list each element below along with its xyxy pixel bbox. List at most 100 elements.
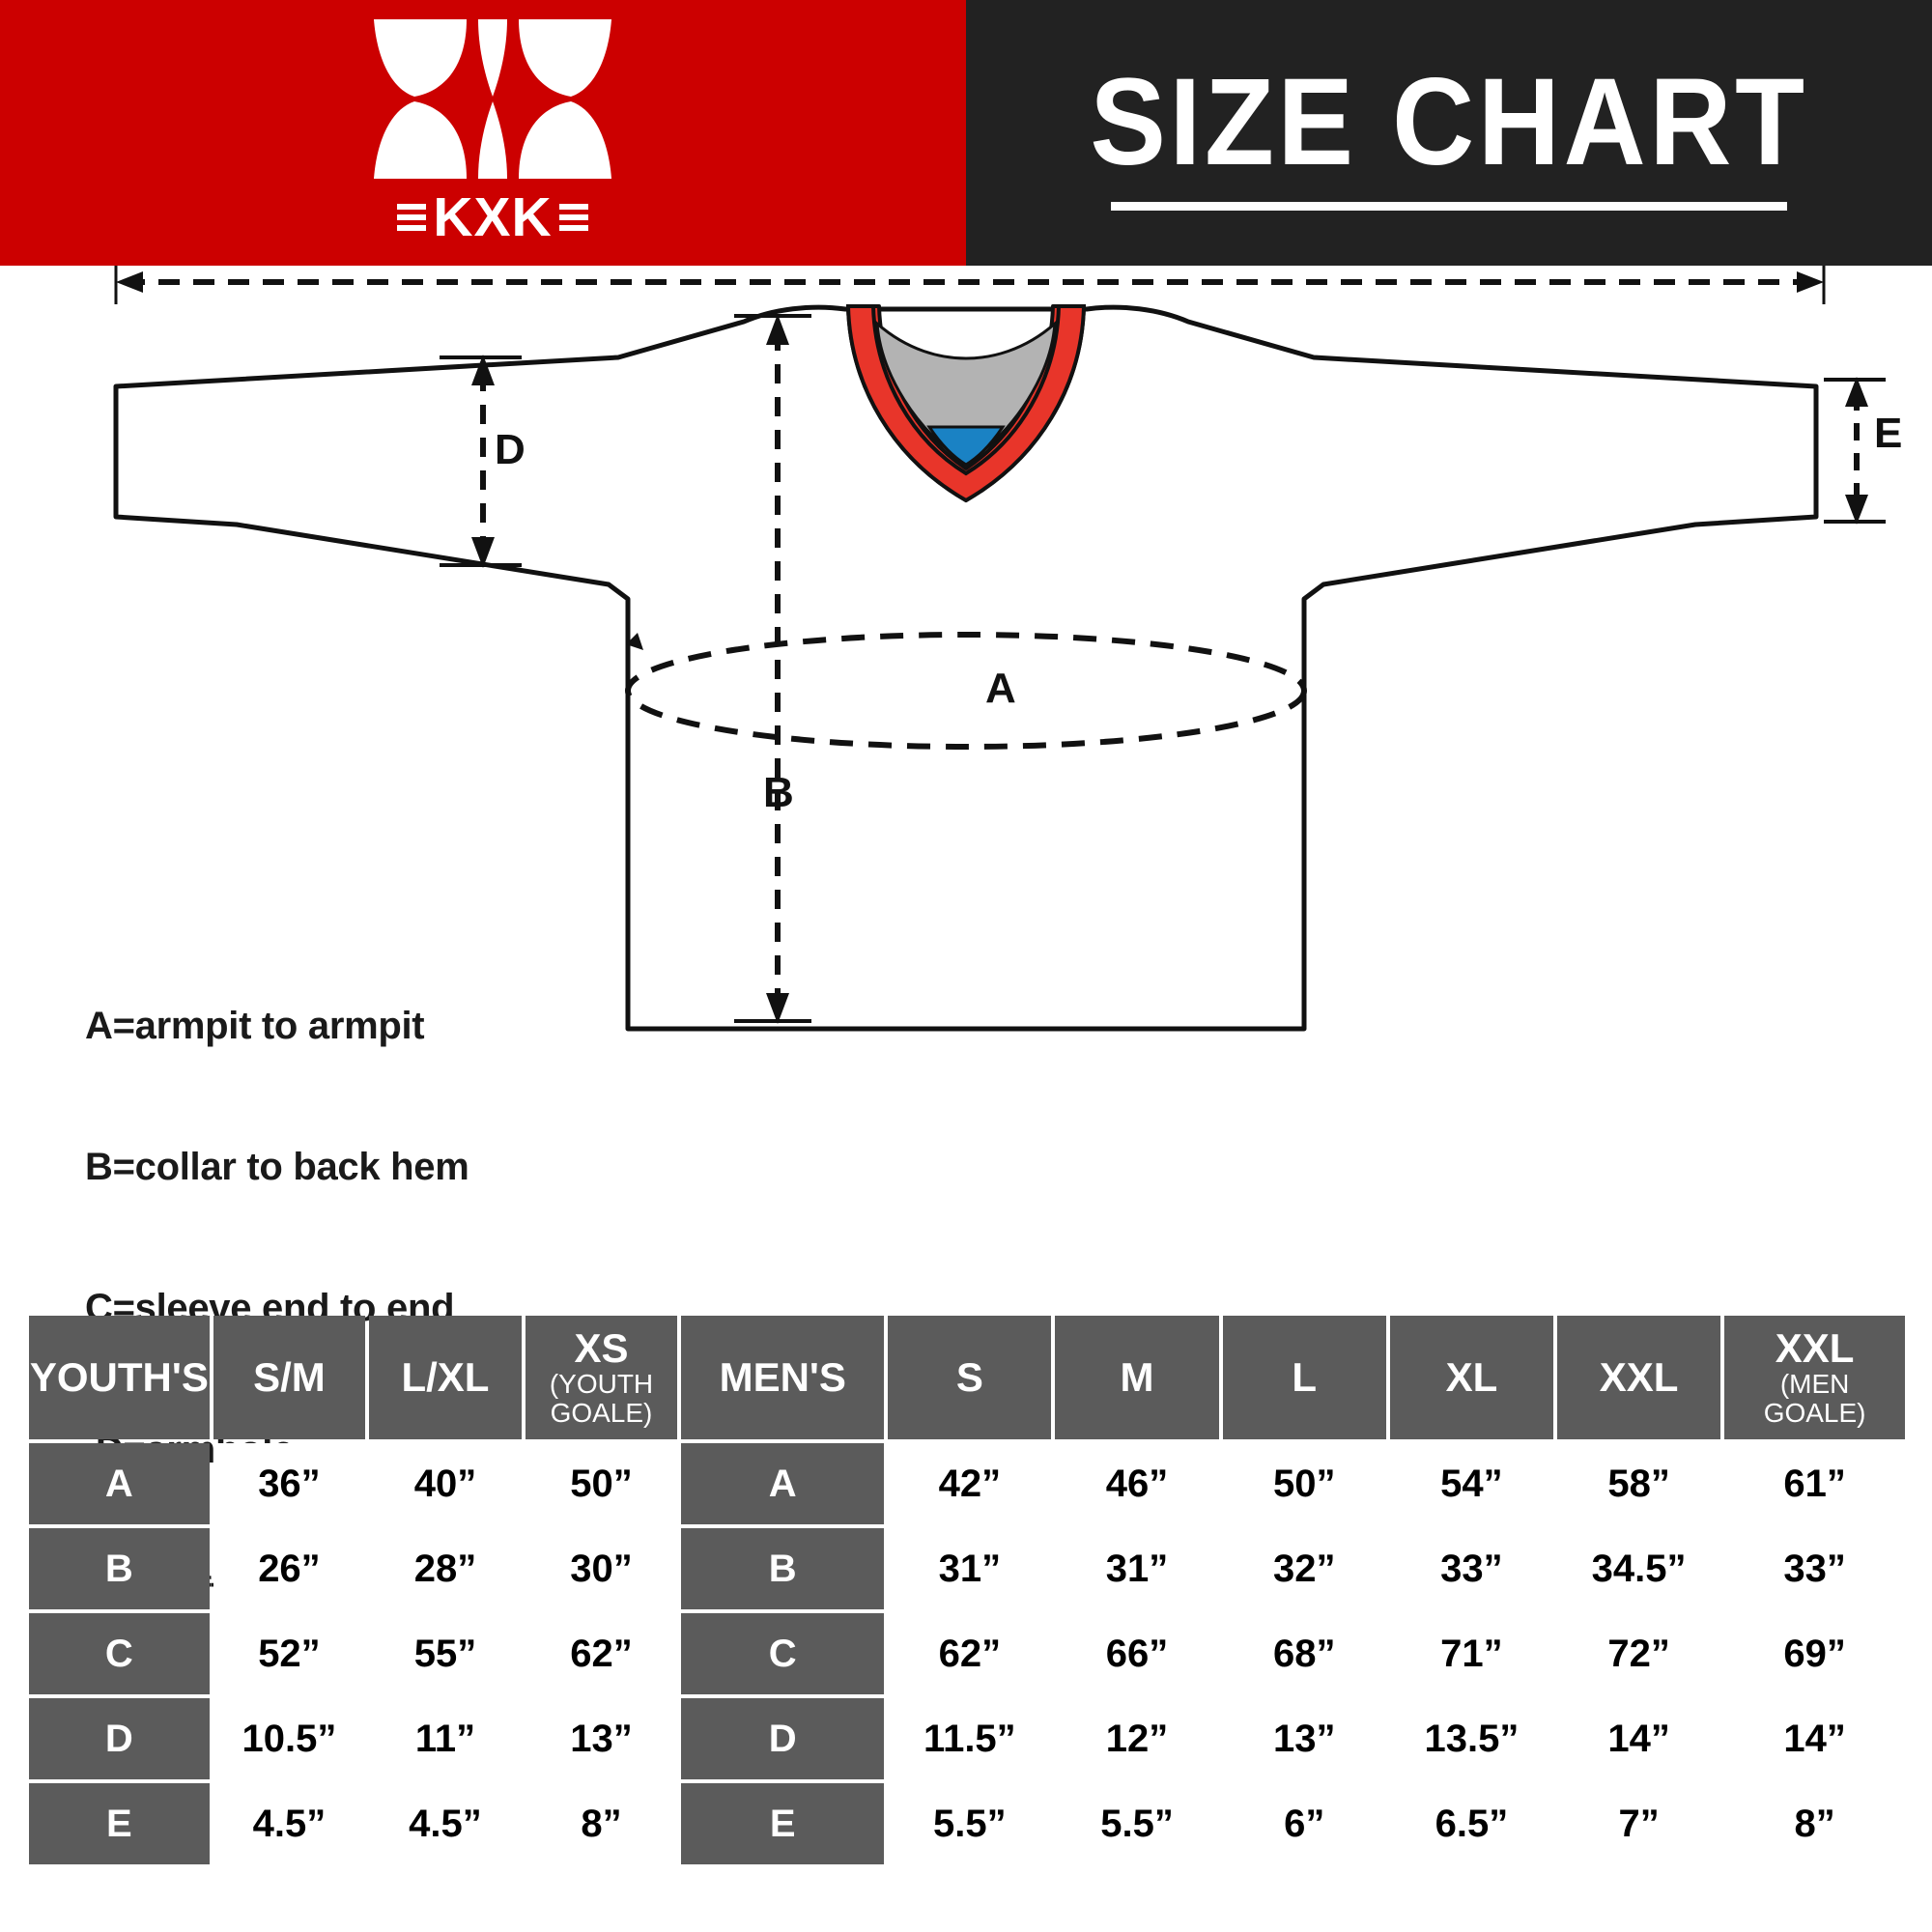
title-panel: SIZE CHART (966, 0, 1932, 266)
table-header-row: YOUTH'S S/M L/XL XS (YOUTH GOALE) MEN'S … (29, 1316, 1905, 1439)
cell-mens-xl-b: 33” (1389, 1528, 1554, 1609)
cell-youth-sm-b: 26” (213, 1528, 366, 1609)
header-youth-xs-sub2: GOALE) (550, 1398, 653, 1429)
cell-youth-lxl-a: 40” (369, 1443, 522, 1524)
cell-mens-xxlg-d: 14” (1724, 1698, 1905, 1779)
header-mens-xxl: XXL (1557, 1316, 1721, 1439)
header-youth-lxl: L/XL (369, 1316, 522, 1439)
header-youth: YOUTH'S (29, 1316, 210, 1439)
brand-logo: KXK (353, 19, 633, 246)
brand-panel: KXK (0, 0, 966, 266)
row-label-c-mens: C (681, 1613, 885, 1694)
header-mens-s: S (888, 1316, 1052, 1439)
header-mens-xxlg-sub1: (MEN (1779, 1368, 1850, 1399)
cell-youth-sm-a: 36” (213, 1443, 366, 1524)
cell-mens-m-e: 5.5” (1055, 1783, 1219, 1864)
jersey-collar (845, 304, 1087, 503)
cell-mens-m-a: 46” (1055, 1443, 1219, 1524)
cell-youth-xs-a: 50” (525, 1443, 678, 1524)
row-label-d-mens: D (681, 1698, 885, 1779)
cell-youth-sm-d: 10.5” (213, 1698, 366, 1779)
cell-mens-m-c: 66” (1055, 1613, 1219, 1694)
header-mens-l: L (1222, 1316, 1386, 1439)
row-label-a-youth: A (29, 1443, 210, 1524)
dimension-a: A (625, 632, 1307, 750)
table-row: B 26” 28” 30” B 31” 31” 32” 33” 34.5” 33… (29, 1528, 1905, 1609)
table-row: D 10.5” 11” 13” D 11.5” 12” 13” 13.5” 14… (29, 1698, 1905, 1779)
size-table-container: YOUTH'S S/M L/XL XS (YOUTH GOALE) MEN'S … (25, 1312, 1909, 1868)
dimension-d-label: D (495, 426, 526, 473)
kxk-butterfly-mark-icon (374, 19, 611, 179)
header-mens-xxlg-sub2: GOALE) (1763, 1398, 1866, 1429)
cell-mens-l-e: 6” (1222, 1783, 1386, 1864)
size-chart-table: YOUTH'S S/M L/XL XS (YOUTH GOALE) MEN'S … (25, 1312, 1909, 1868)
dimension-d: D (440, 355, 526, 568)
row-label-a-mens: A (681, 1443, 885, 1524)
header-youth-sm: S/M (213, 1316, 366, 1439)
cell-mens-s-e: 5.5” (888, 1783, 1052, 1864)
dimension-a-label: A (985, 665, 1016, 712)
cell-mens-xxlg-c: 69” (1724, 1613, 1905, 1694)
page-title: SIZE CHART (1090, 53, 1808, 191)
cell-mens-s-b: 31” (888, 1528, 1052, 1609)
dimension-c (114, 258, 1826, 304)
cell-youth-lxl-c: 55” (369, 1613, 522, 1694)
cell-mens-xl-e: 6.5” (1389, 1783, 1554, 1864)
table-row: E 4.5” 4.5” 8” E 5.5” 5.5” 6” 6.5” 7” 8” (29, 1783, 1905, 1864)
dimension-e-label: E (1874, 410, 1902, 457)
dimension-b-label: B (763, 769, 794, 816)
cell-mens-s-a: 42” (888, 1443, 1052, 1524)
cell-mens-xxl-a: 58” (1557, 1443, 1721, 1524)
cell-mens-xxlg-b: 33” (1724, 1528, 1905, 1609)
cell-mens-l-b: 32” (1222, 1528, 1386, 1609)
row-label-e-youth: E (29, 1783, 210, 1864)
header-youth-xs-sub1: (YOUTH (549, 1368, 654, 1399)
jersey-technical-drawing: D B E A (113, 258, 1902, 1032)
page-header: KXK SIZE CHART (0, 0, 1932, 266)
left-bars-icon (397, 204, 427, 231)
cell-youth-lxl-d: 11” (369, 1698, 522, 1779)
row-label-e-mens: E (681, 1783, 885, 1864)
header-youth-xs-main: XS (574, 1324, 629, 1371)
row-label-b-mens: B (681, 1528, 885, 1609)
cell-youth-xs-b: 30” (525, 1528, 678, 1609)
cell-mens-xl-c: 71” (1389, 1613, 1554, 1694)
cell-mens-xxl-d: 14” (1557, 1698, 1721, 1779)
header-mens-m: M (1055, 1316, 1219, 1439)
row-label-d-youth: D (29, 1698, 210, 1779)
title-underline (1111, 202, 1787, 211)
legend-line-a: A=armpit to armpit (85, 1004, 425, 1047)
cell-youth-xs-e: 8” (525, 1783, 678, 1864)
jersey-diagram: D B E A A=armpit to armpit B= (0, 258, 1932, 1612)
cell-mens-xl-a: 54” (1389, 1443, 1554, 1524)
cell-mens-s-d: 11.5” (888, 1698, 1052, 1779)
cell-mens-xxlg-e: 8” (1724, 1783, 1905, 1864)
cell-youth-xs-d: 13” (525, 1698, 678, 1779)
cell-mens-l-c: 68” (1222, 1613, 1386, 1694)
header-mens-xxlg-main: XXL (1775, 1324, 1855, 1371)
header-mens-xxl-goalie: XXL (MEN GOALE) (1724, 1316, 1905, 1439)
header-youth-xs-goalie: XS (YOUTH GOALE) (525, 1316, 678, 1439)
cell-mens-xxl-c: 72” (1557, 1613, 1721, 1694)
title-block: SIZE CHART (1059, 61, 1839, 211)
header-mens-xl: XL (1389, 1316, 1554, 1439)
cell-mens-s-c: 62” (888, 1613, 1052, 1694)
table-row: A 36” 40” 50” A 42” 46” 50” 54” 58” 61” (29, 1443, 1905, 1524)
cell-mens-l-a: 50” (1222, 1443, 1386, 1524)
cell-mens-xl-d: 13.5” (1389, 1698, 1554, 1779)
cell-youth-sm-e: 4.5” (213, 1783, 366, 1864)
cell-mens-xxl-b: 34.5” (1557, 1528, 1721, 1609)
cell-mens-xxlg-a: 61” (1724, 1443, 1905, 1524)
brand-wordmark: KXK (353, 188, 633, 246)
dimension-e: E (1824, 377, 1902, 525)
row-label-c-youth: C (29, 1613, 210, 1694)
cell-youth-sm-c: 52” (213, 1613, 366, 1694)
cell-youth-xs-c: 62” (525, 1613, 678, 1694)
table-row: C 52” 55” 62” C 62” 66” 68” 71” 72” 69” (29, 1613, 1905, 1694)
legend-line-b: B=collar to back hem (85, 1145, 469, 1188)
cell-youth-lxl-b: 28” (369, 1528, 522, 1609)
header-mens: MEN'S (681, 1316, 885, 1439)
jersey-outline (113, 304, 1819, 1032)
row-label-b-youth: B (29, 1528, 210, 1609)
cell-mens-m-b: 31” (1055, 1528, 1219, 1609)
